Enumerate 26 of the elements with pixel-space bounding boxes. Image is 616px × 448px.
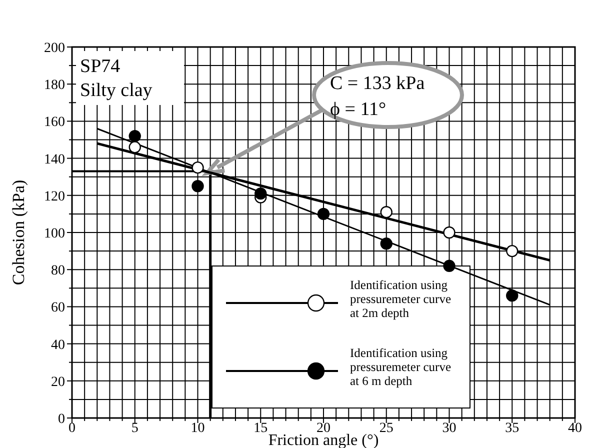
y-tick-label: 20: [51, 374, 65, 390]
x-tick-label: 25: [379, 421, 394, 436]
annotation: ϕ = 11°: [330, 99, 386, 120]
y-tick-label: 180: [44, 78, 65, 94]
x-tick-label: 40: [568, 421, 582, 436]
annotation: Silty clay: [80, 80, 153, 101]
x-tick-label: 10: [190, 421, 205, 436]
annotation: C = 133 kPa: [330, 73, 426, 94]
x-tick-label: 35: [505, 421, 520, 436]
y-tick-label: 80: [51, 264, 65, 279]
x-tick-label: 0: [68, 421, 76, 436]
y-tick-label: 100: [44, 226, 65, 242]
x-tick-label: 15: [254, 421, 268, 436]
y-tick-label: 120: [44, 189, 65, 204]
y-tick-label: 200: [44, 41, 65, 56]
x-tick-label: 20: [316, 421, 330, 436]
x-tick-label: 30: [442, 421, 456, 436]
legend-label: Identification using pressuremeter curve at 2m depth: [350, 278, 452, 320]
y-tick-label: 40: [51, 338, 65, 353]
annotation: SP74: [80, 56, 121, 77]
y-axis-title: Cohesion (kPa): [9, 180, 28, 286]
y-tick-label: 160: [44, 115, 65, 130]
y-tick-label: 140: [44, 152, 65, 168]
y-tick-label: 60: [51, 300, 65, 316]
x-tick-label: 5: [131, 421, 138, 436]
legend-label: Identification using pressuremeter curve at 6 m depth: [350, 346, 452, 388]
